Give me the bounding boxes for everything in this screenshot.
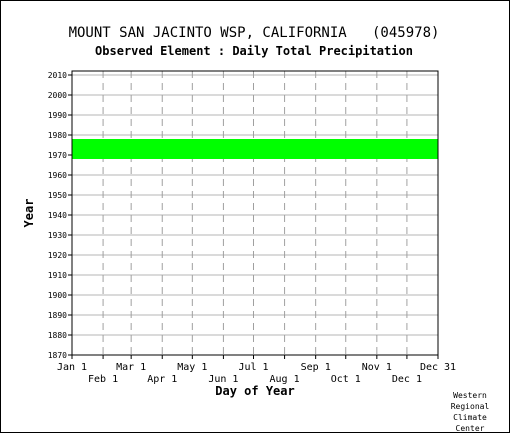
y-tick-label: 1910 [48, 271, 67, 280]
grid-layer [72, 71, 438, 356]
credit-line: Regional [450, 402, 490, 411]
x-tick-label: Sep 1 [301, 362, 331, 373]
y-tick-label: 1920 [48, 251, 67, 260]
y-tick-label: 1940 [48, 211, 67, 220]
y-tick-label: 1960 [48, 171, 67, 180]
y-tick-label: 1880 [48, 331, 67, 340]
data-record-bar [72, 139, 438, 159]
x-tick-label: Apr 1 [147, 374, 177, 385]
chart-subtitle: Observed Element : Daily Total Precipita… [95, 44, 413, 58]
y-tick-label: 2010 [48, 71, 67, 80]
y-tick-label: 2000 [48, 91, 67, 100]
chart-title: MOUNT SAN JACINTO WSP, CALIFORNIA (04597… [68, 25, 440, 41]
wrcc-credit: Western Regional Climate Center [448, 390, 492, 434]
y-tick-label: 1870 [48, 351, 67, 360]
credit-line: Center [455, 424, 485, 433]
x-tick-label: Oct 1 [331, 374, 361, 385]
credit-line: Western [453, 391, 487, 400]
y-axis-label: Year [22, 199, 36, 228]
x-tick-label: Dec 1 [392, 374, 422, 385]
x-tick-label: Mar 1 [116, 362, 146, 373]
x-tick-label: Jan 1 [57, 362, 87, 373]
y-tick-label: 1990 [48, 111, 67, 120]
y-tick-label: 1930 [48, 231, 67, 240]
y-tick-label: 1900 [48, 291, 67, 300]
tick-layer: 1870 1880 1890 1900 1910 1920 1930 1940 1950 1960… [48, 71, 456, 385]
y-tick-label: 1980 [48, 131, 67, 140]
y-tick-label: 1950 [48, 191, 67, 200]
credit-line: Climate [453, 413, 487, 422]
x-axis-label: Day of Year [215, 384, 294, 398]
x-tick-label: Dec 31 [420, 362, 456, 373]
x-tick-label: Jul 1 [238, 362, 268, 373]
data-layer [72, 139, 438, 159]
y-tick-label: 1970 [48, 151, 67, 160]
x-tick-label: Feb 1 [88, 374, 118, 385]
x-tick-label: Nov 1 [362, 362, 392, 373]
x-tick-label: May 1 [177, 362, 207, 373]
plot-border [71, 70, 439, 356]
x-tick-label: Aug 1 [270, 374, 300, 385]
x-tick-label: Jun 1 [208, 374, 238, 385]
y-tick-label: 1890 [48, 311, 67, 320]
